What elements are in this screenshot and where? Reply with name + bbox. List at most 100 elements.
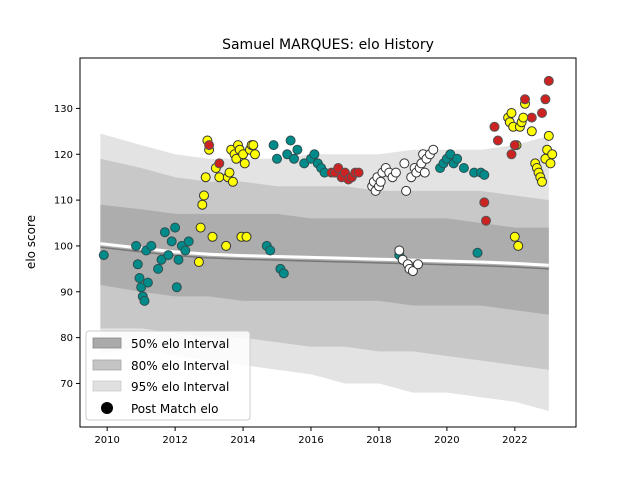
- point-white: [428, 144, 439, 155]
- point-white: [375, 176, 386, 187]
- y-axis-title: elo score: [24, 215, 38, 269]
- point-white: [394, 245, 405, 256]
- x-tick-label: 2020: [434, 435, 459, 446]
- point-white: [419, 167, 430, 178]
- point-red: [509, 140, 520, 151]
- point-red: [543, 75, 554, 86]
- point-red: [492, 135, 503, 146]
- legend: 50% elo Interval 80% elo Interval 95% el…: [85, 330, 251, 421]
- point-yellow: [195, 222, 206, 233]
- point-red: [479, 197, 490, 208]
- point-teal: [139, 295, 150, 306]
- y-tick-label: 100: [54, 241, 73, 252]
- point-red: [333, 163, 344, 173]
- point-teal: [183, 236, 194, 247]
- y-tick-label: 90: [60, 287, 73, 298]
- point-red: [214, 158, 225, 169]
- legend-box: [85, 330, 251, 421]
- point-teal: [163, 250, 174, 261]
- point-white: [407, 266, 418, 277]
- x-tick-label: 2022: [502, 435, 527, 446]
- point-yellow: [545, 158, 556, 169]
- point-teal: [132, 259, 143, 270]
- point-yellow: [248, 140, 259, 151]
- point-teal: [265, 245, 276, 256]
- point-teal: [299, 158, 310, 169]
- point-red: [204, 140, 215, 151]
- legend-swatch-80: [92, 359, 122, 371]
- point-teal: [452, 153, 463, 164]
- legend-label-50: 50% elo Interval: [131, 337, 229, 351]
- point-teal: [166, 236, 177, 247]
- legend-label-post-match: Post Match elo: [131, 402, 218, 416]
- point-teal: [472, 247, 483, 258]
- point-red: [481, 215, 491, 226]
- point-yellow: [221, 240, 232, 251]
- plot-frame: [79, 57, 577, 428]
- point-yellow: [506, 108, 517, 118]
- point-teal: [142, 277, 153, 288]
- point-yellow: [224, 167, 235, 178]
- point-red: [540, 94, 551, 105]
- point-red: [353, 167, 364, 178]
- point-yellow: [513, 240, 524, 251]
- point-yellow: [526, 126, 537, 137]
- x-tick-label: 2012: [162, 435, 187, 446]
- point-yellow: [241, 231, 252, 242]
- y-tick-label: 80: [60, 333, 73, 344]
- point-yellow: [509, 231, 520, 242]
- point-teal: [289, 153, 299, 164]
- point-yellow: [518, 112, 529, 123]
- point-yellow: [207, 231, 218, 242]
- point-teal: [272, 153, 282, 164]
- point-white: [401, 185, 412, 196]
- point-yellow: [543, 130, 554, 141]
- y-tick-label: 130: [54, 104, 73, 115]
- point-white: [399, 158, 410, 169]
- point-teal: [282, 149, 293, 160]
- y-tick-label: 110: [54, 196, 73, 207]
- point-teal: [146, 240, 157, 251]
- point-yellow: [197, 199, 208, 210]
- legend-marker-post-match: [101, 402, 113, 414]
- point-teal: [153, 263, 164, 274]
- x-tick-label: 2010: [94, 435, 119, 446]
- legend-swatch-95: [92, 380, 122, 392]
- x-axis: 2010 2012 2014 2016 2018 2020 2022: [94, 427, 528, 446]
- point-yellow: [199, 190, 209, 201]
- x-tick-label: 2018: [366, 435, 391, 446]
- point-teal: [171, 282, 182, 293]
- point-red: [489, 121, 500, 132]
- point-teal: [445, 149, 456, 160]
- point-teal: [458, 163, 469, 173]
- y-axis: 70 80 90 100 110 120 130: [54, 104, 80, 390]
- point-yellow: [239, 158, 250, 169]
- post-match-points: [98, 75, 558, 306]
- point-red: [506, 149, 517, 160]
- point-red: [526, 112, 537, 123]
- point-yellow: [193, 257, 204, 267]
- point-yellow: [214, 172, 225, 183]
- point-teal: [156, 254, 167, 265]
- point-yellow: [231, 153, 242, 164]
- point-yellow: [227, 176, 238, 187]
- legend-label-95: 95% elo Interval: [131, 380, 229, 394]
- chart-title: Samuel MARQUES: elo History: [222, 37, 434, 53]
- point-teal: [131, 240, 142, 251]
- point-teal: [173, 254, 184, 265]
- point-red: [520, 94, 530, 105]
- point-yellow: [200, 172, 211, 183]
- point-yellow: [547, 149, 558, 160]
- point-teal: [180, 245, 191, 256]
- x-tick-label: 2014: [230, 435, 255, 446]
- legend-label-80: 80% elo Interval: [131, 359, 229, 373]
- point-yellow: [537, 176, 547, 187]
- point-teal: [159, 227, 170, 238]
- y-tick-label: 120: [54, 150, 73, 161]
- point-teal: [98, 250, 109, 261]
- point-white: [413, 259, 423, 270]
- legend-swatch-50: [92, 337, 122, 349]
- point-teal: [292, 144, 303, 155]
- point-teal: [278, 268, 289, 279]
